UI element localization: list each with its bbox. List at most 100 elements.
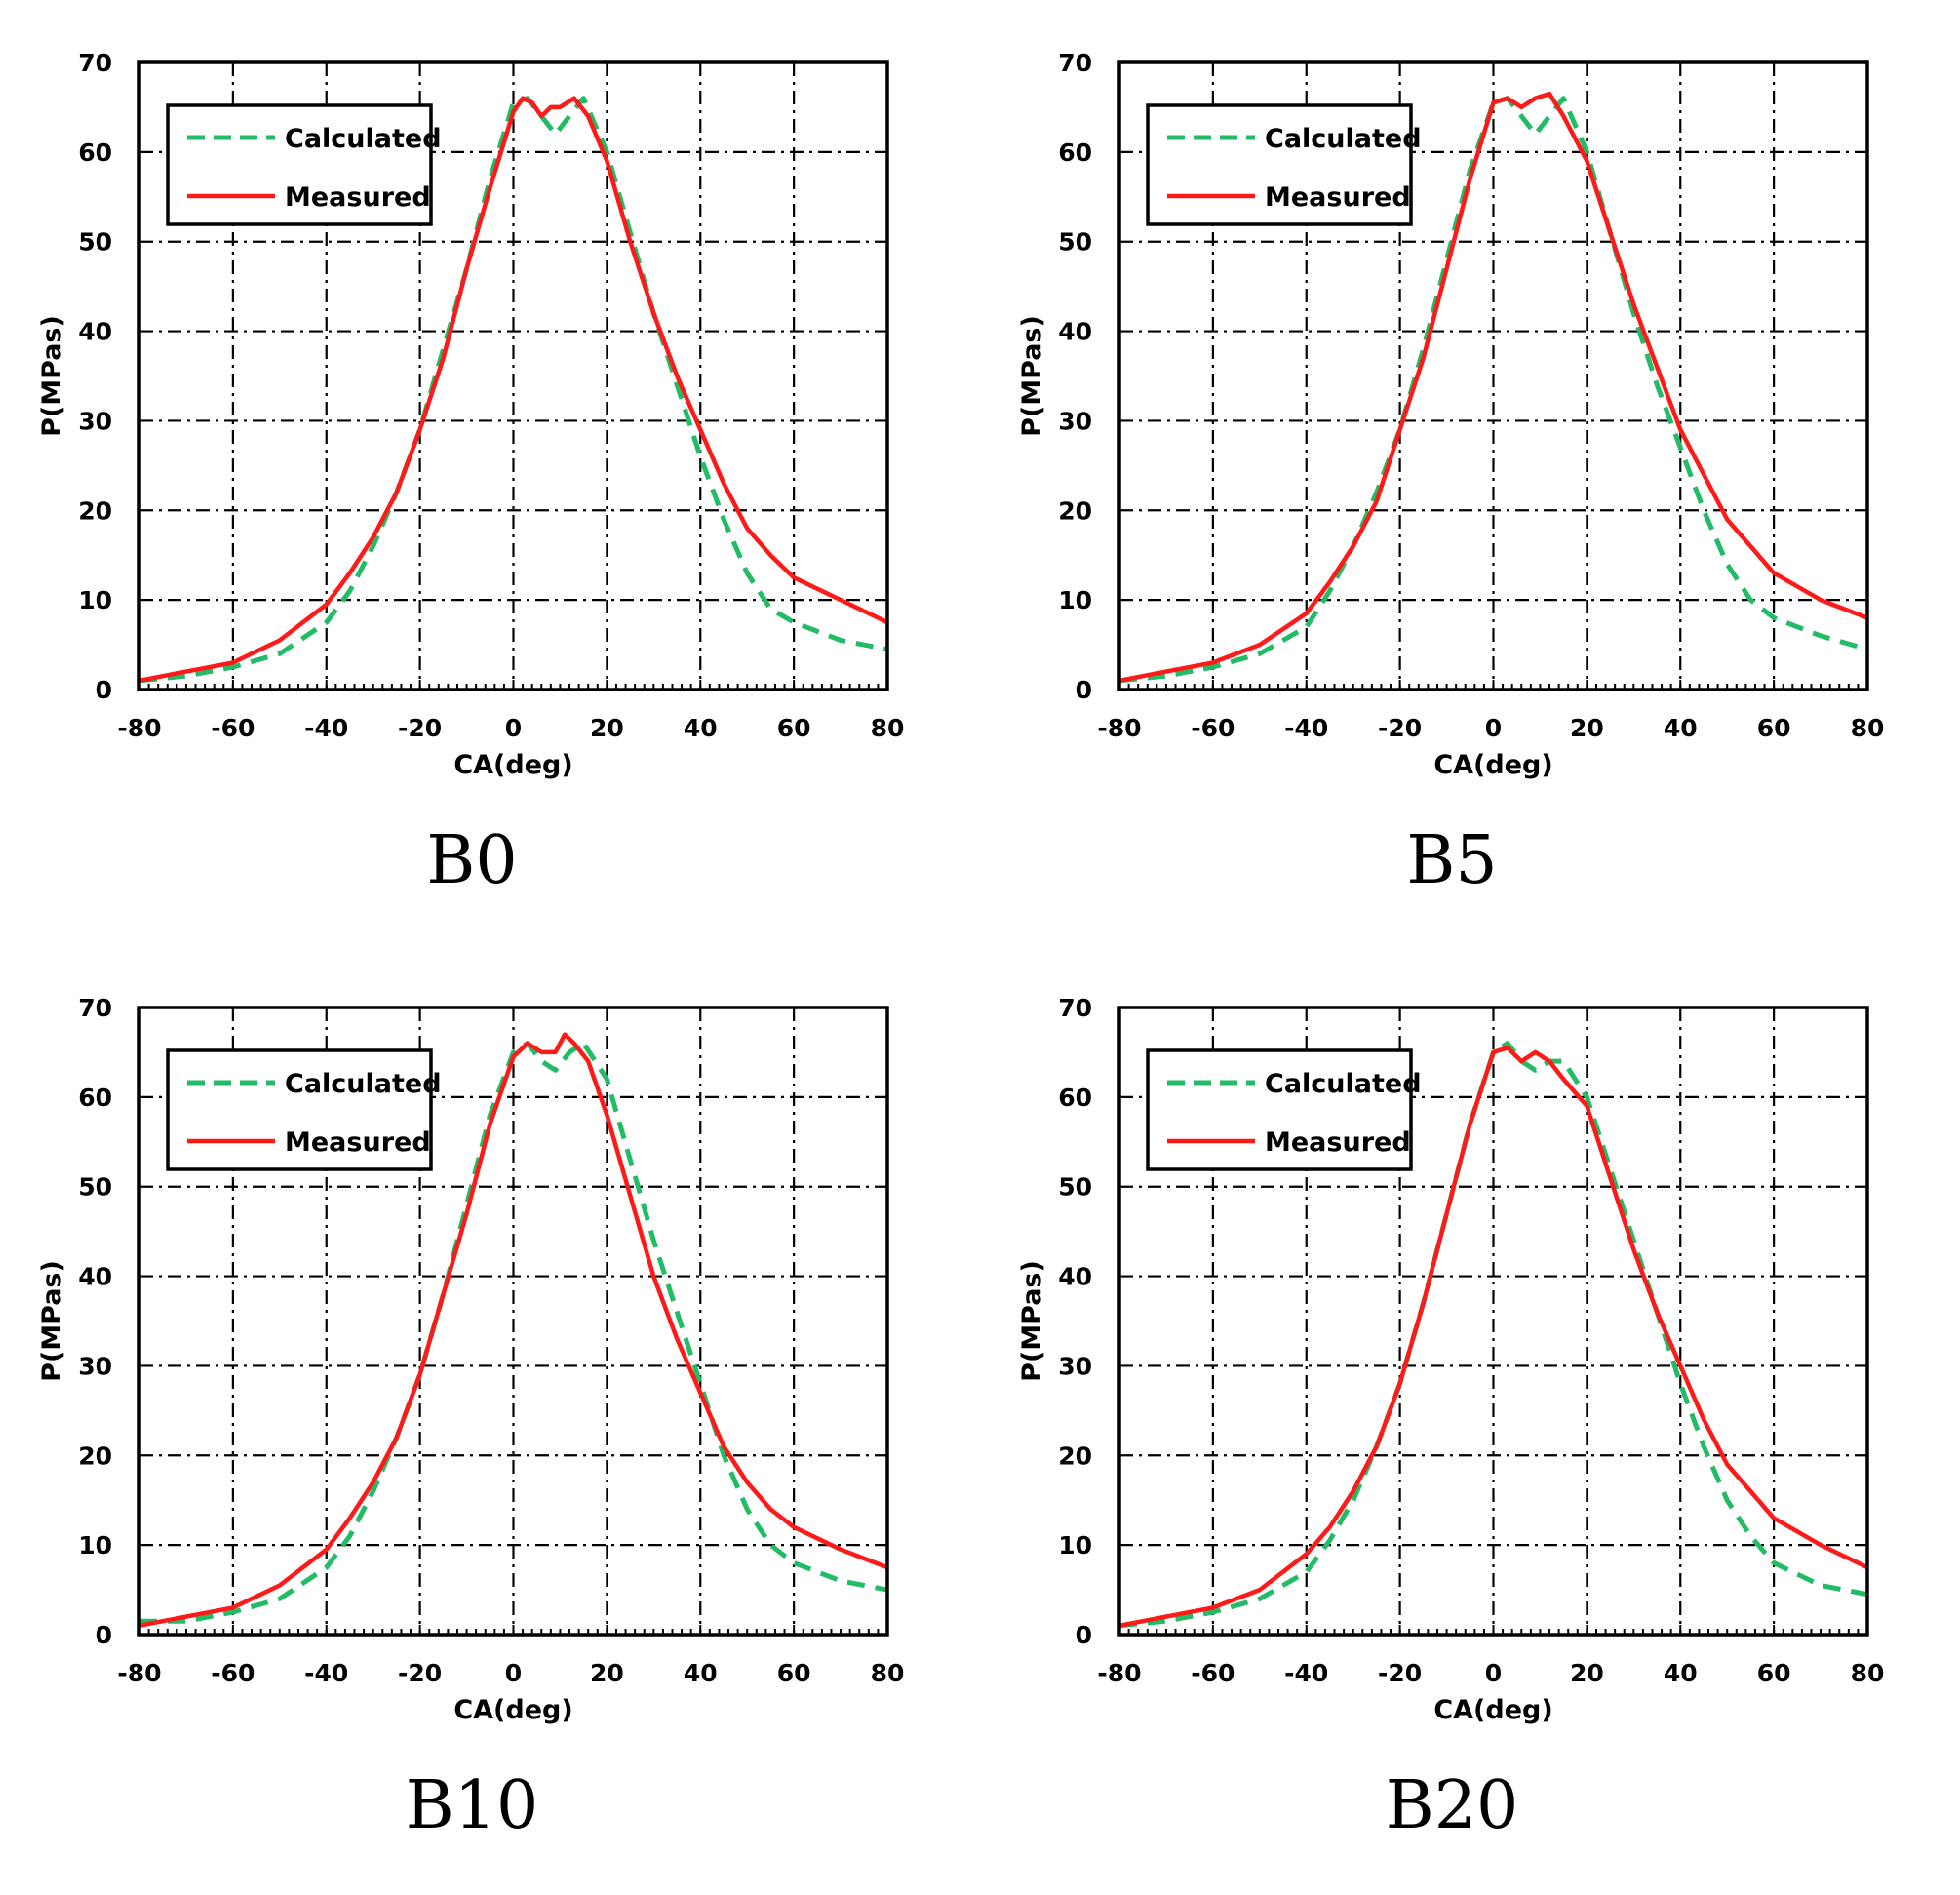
y-tick-label: 40 <box>78 1263 112 1291</box>
legend: Calculated Measured <box>1146 103 1422 226</box>
y-tick-label: 30 <box>78 407 112 435</box>
chart-panel-b10: -80 -60 -40 -20 0 20 40 60 80 0 10 20 30 40 50 60 70 CA(d… <box>0 945 980 1890</box>
y-tick-label: 60 <box>1058 1084 1092 1112</box>
x-tick-label: -60 <box>1191 714 1235 742</box>
legend-box <box>1146 103 1413 226</box>
y-tick-label: 0 <box>1076 676 1092 704</box>
x-tick-label: -80 <box>117 714 161 742</box>
y-tick-label: 70 <box>78 49 112 77</box>
y-tick-label: 50 <box>1058 228 1092 257</box>
y-tick-label: 50 <box>1058 1173 1092 1202</box>
chart-panel-b0: -80 -60 -40 -20 0 20 40 60 80 0 10 20 30 40 50 60 70 CA(d… <box>0 0 980 945</box>
chart-panel-b5: -80 -60 -40 -20 0 20 40 60 80 0 10 20 30 40 50 60 70 CA(d… <box>980 0 1960 945</box>
x-tick-label: 60 <box>1757 1659 1791 1687</box>
y-tick-label: 70 <box>78 994 112 1022</box>
legend: Calculated Measured <box>166 103 442 226</box>
x-tick-label: -60 <box>211 1659 255 1687</box>
y-tick-label: 60 <box>78 1084 112 1112</box>
x-tick-label: -20 <box>398 714 442 742</box>
y-tick-label: 10 <box>78 1531 112 1559</box>
y-tick-label: 50 <box>78 1173 112 1202</box>
y-axis-title: P(MPas) <box>1017 315 1047 437</box>
y-tick-label: 10 <box>1058 1531 1092 1559</box>
legend-box <box>1146 1048 1413 1171</box>
legend: Calculated Measured <box>1146 1048 1422 1171</box>
series-group <box>138 1032 888 1629</box>
series-line-calculated <box>1118 96 1868 684</box>
series-group <box>1118 91 1868 684</box>
x-tick-label: -60 <box>211 714 255 742</box>
y-tick-label: 10 <box>1058 586 1092 614</box>
y-tick-label: 70 <box>1058 49 1092 77</box>
x-tick-label: 80 <box>871 714 905 742</box>
legend-label-measured: Measured <box>285 182 431 213</box>
y-tick-label: 30 <box>1058 1352 1092 1380</box>
legend-label-calculated: Calculated <box>1265 1069 1422 1099</box>
x-tick-label: -80 <box>1097 714 1141 742</box>
y-tick-label: 70 <box>1058 994 1092 1022</box>
chart-b20: -80 -60 -40 -20 0 20 40 60 80 0 10 20 30 40 50 60 70 CA(d… <box>1017 994 1884 1844</box>
legend-label-calculated: Calculated <box>285 124 442 154</box>
x-tick-label: 80 <box>871 1659 905 1687</box>
y-tick-label: 40 <box>1058 318 1092 346</box>
x-tick-label: -40 <box>1284 1659 1328 1687</box>
y-axis-title: P(MPas) <box>37 315 67 437</box>
x-tick-label: 60 <box>777 714 811 742</box>
y-tick-label: 30 <box>78 1352 112 1380</box>
legend-label-calculated: Calculated <box>1265 124 1422 154</box>
x-axis-title: CA(deg) <box>1433 750 1552 780</box>
y-tick-label: 0 <box>96 1621 112 1649</box>
x-tick-label: 60 <box>777 1659 811 1687</box>
legend-label-measured: Measured <box>1265 1127 1411 1158</box>
chart-caption: B20 <box>1386 1767 1519 1844</box>
x-axis-title: CA(deg) <box>453 750 572 780</box>
x-axis-title: CA(deg) <box>1433 1695 1552 1725</box>
series-line-measured <box>1118 1046 1868 1629</box>
chart-caption: B5 <box>1406 822 1497 899</box>
series-group <box>1118 1041 1868 1629</box>
x-tick-label: -40 <box>304 714 348 742</box>
legend-box <box>166 103 433 226</box>
y-tick-label: 20 <box>78 1441 112 1470</box>
series-line-measured <box>138 1032 888 1629</box>
series-group <box>138 96 888 684</box>
x-tick-label: 40 <box>1664 1659 1698 1687</box>
chart-b0: -80 -60 -40 -20 0 20 40 60 80 0 10 20 30 40 50 60 70 CA(d… <box>37 49 905 899</box>
y-tick-label: 60 <box>1058 138 1092 167</box>
legend-box <box>166 1048 433 1171</box>
x-axis-title: CA(deg) <box>453 1695 572 1725</box>
x-tick-label: 80 <box>1851 714 1885 742</box>
x-tick-label: 60 <box>1757 714 1791 742</box>
x-tick-label: 0 <box>1485 1659 1502 1687</box>
chart-b5: -80 -60 -40 -20 0 20 40 60 80 0 10 20 30 40 50 60 70 CA(d… <box>1017 49 1885 899</box>
y-tick-label: 0 <box>96 676 112 704</box>
y-tick-label: 10 <box>78 586 112 614</box>
x-tick-label: -40 <box>1284 714 1328 742</box>
x-tick-label: -80 <box>1097 1659 1141 1687</box>
x-tick-label: -40 <box>304 1659 348 1687</box>
series-line-measured <box>138 96 888 684</box>
chart-caption: B0 <box>426 822 517 899</box>
x-tick-label: 20 <box>590 714 624 742</box>
y-tick-label: 60 <box>78 138 112 167</box>
x-tick-label: -20 <box>1378 1659 1422 1687</box>
y-axis-title: P(MPas) <box>37 1260 67 1382</box>
x-tick-label: 0 <box>1485 714 1502 742</box>
x-tick-label: -20 <box>1378 714 1422 742</box>
x-tick-label: 40 <box>684 1659 718 1687</box>
x-tick-label: 0 <box>505 714 522 742</box>
x-tick-label: 20 <box>590 1659 624 1687</box>
y-tick-label: 20 <box>1058 1441 1092 1470</box>
y-tick-label: 40 <box>78 318 112 346</box>
y-axis-title: P(MPas) <box>1017 1260 1047 1382</box>
chart-caption: B10 <box>406 1767 539 1844</box>
legend: Calculated Measured <box>166 1048 442 1171</box>
legend-label-measured: Measured <box>285 1127 431 1158</box>
y-tick-label: 20 <box>78 496 112 525</box>
x-tick-label: 20 <box>1570 1659 1604 1687</box>
x-tick-label: 40 <box>684 714 718 742</box>
y-tick-label: 50 <box>78 228 112 257</box>
x-tick-label: 40 <box>1664 714 1698 742</box>
x-tick-label: -20 <box>398 1659 442 1687</box>
y-tick-label: 20 <box>1058 496 1092 525</box>
